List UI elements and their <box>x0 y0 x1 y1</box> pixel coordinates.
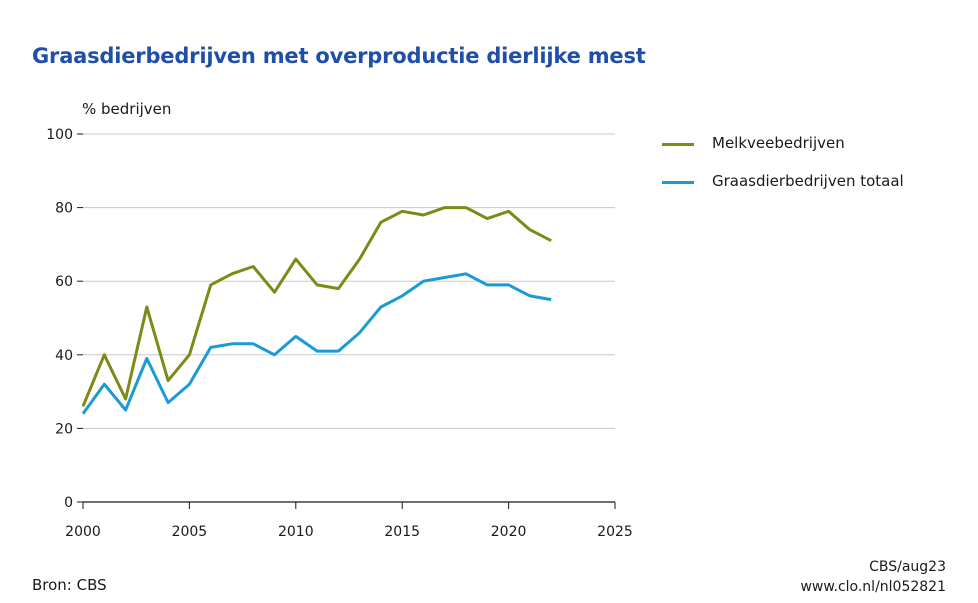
y-tick-label-20: 20 <box>55 421 73 437</box>
series-line-melkveebedrijven <box>81 206 552 407</box>
source-note: Bron: CBS <box>32 576 107 594</box>
x-tick-label-2020: 2020 <box>491 524 527 540</box>
credit-url: www.clo.nl/nl052821 <box>800 579 946 595</box>
axes: 0 20 40 60 80 100 2000 2005 2010 2015 2020 2025 <box>46 127 633 540</box>
chart-title: Graasdierbedrijven met overproductie die… <box>32 44 646 68</box>
y-tick-label-60: 60 <box>55 274 73 290</box>
x-tick-label-2000: 2000 <box>65 524 101 540</box>
series-lines <box>81 206 552 415</box>
x-tick-label-2025: 2025 <box>597 524 633 540</box>
credit-date: CBS/aug23 <box>869 559 946 575</box>
y-tick-label-80: 80 <box>55 201 73 217</box>
y-axis-label: % bedrijven <box>82 100 172 118</box>
x-tick-label-2005: 2005 <box>172 524 208 540</box>
y-tick-label-0: 0 <box>64 495 73 511</box>
legend-label-melkveebedrijven: Melkveebedrijven <box>712 134 845 152</box>
y-tick-label-40: 40 <box>55 348 73 364</box>
legend-swatch-graasdierbedrijven-totaal <box>662 181 694 184</box>
x-tick-label-2010: 2010 <box>278 524 314 540</box>
legend-label-graasdierbedrijven-totaal: Graasdierbedrijven totaal <box>712 172 904 190</box>
x-tick-label-2015: 2015 <box>384 524 420 540</box>
gridlines <box>83 133 615 429</box>
credit-note: CBS/aug23 www.clo.nl/nl052821 <box>800 557 946 597</box>
legend-swatch-melkveebedrijven <box>662 143 694 146</box>
y-tick-label-100: 100 <box>46 127 73 143</box>
series-line-graasdierbedrijven-totaal <box>81 272 552 415</box>
